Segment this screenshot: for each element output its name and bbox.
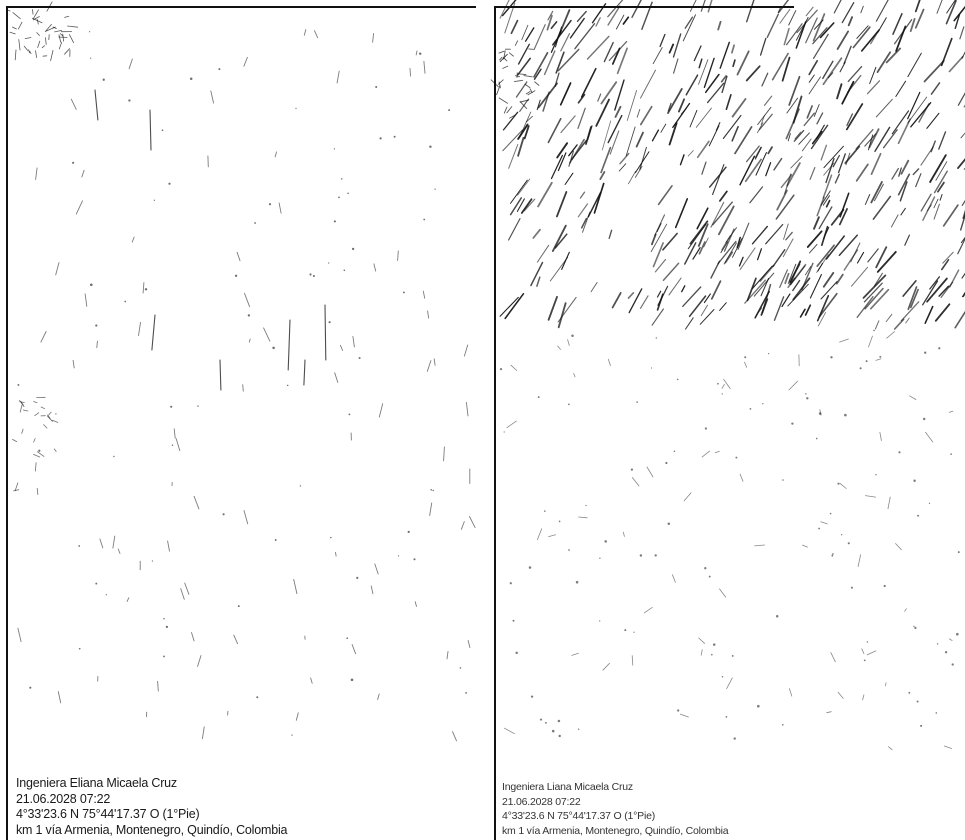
caption-coordinates: 4°33'23.6 N 75°44'17.37 O (1°Pie) xyxy=(502,810,656,822)
photo-right-caption: Ingeniera Liana Micaela Cruz 21.06.2028 … xyxy=(502,780,729,838)
photo-left-top-edge xyxy=(6,6,476,8)
photo-right-edge xyxy=(494,6,496,840)
photo-right-top-edge xyxy=(494,6,794,8)
caption-location: km 1 vía Armenia, Montenegro, Quindío, C… xyxy=(16,822,288,837)
caption-location: km 1 vía Armenia, Montenegro, Quindío, C… xyxy=(502,824,729,837)
caption-timestamp: 21.06.2028 07:22 xyxy=(502,795,581,808)
photo-left: Ingeniera Eliana Micaela Cruz 21.06.2028… xyxy=(6,1,476,840)
photo-right: Ingeniera Liana Micaela Cruz 21.06.2028 … xyxy=(490,0,965,840)
photo-left-texture xyxy=(6,1,476,742)
caption-engineer-name: Ingeniera Liana Micaela Cruz xyxy=(502,781,633,793)
photo-right-texture xyxy=(490,0,965,751)
caption-timestamp: 21.06.2028 07:22 xyxy=(16,791,111,806)
photo-left-caption: Ingeniera Eliana Micaela Cruz 21.06.2028… xyxy=(16,776,287,838)
caption-coordinates: 4°33'23.6 N 75°44'17.37 O (1°Pie) xyxy=(16,807,200,821)
caption-engineer-name: Ingeniera Eliana Micaela Cruz xyxy=(16,776,177,790)
photo-left-edge xyxy=(6,6,8,840)
